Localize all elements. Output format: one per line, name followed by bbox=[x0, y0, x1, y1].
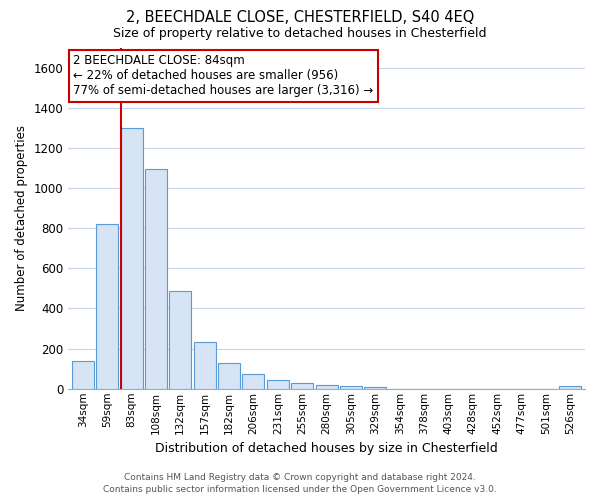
Bar bbox=[267, 380, 289, 389]
Bar bbox=[316, 385, 338, 389]
Bar bbox=[559, 386, 581, 389]
Text: 2, BEECHDALE CLOSE, CHESTERFIELD, S40 4EQ: 2, BEECHDALE CLOSE, CHESTERFIELD, S40 4E… bbox=[126, 10, 474, 25]
Y-axis label: Number of detached properties: Number of detached properties bbox=[15, 125, 28, 311]
Text: Size of property relative to detached houses in Chesterfield: Size of property relative to detached ho… bbox=[113, 28, 487, 40]
Bar bbox=[121, 128, 143, 389]
Bar bbox=[169, 292, 191, 389]
Bar bbox=[340, 386, 362, 389]
Text: Contains HM Land Registry data © Crown copyright and database right 2024.
Contai: Contains HM Land Registry data © Crown c… bbox=[103, 472, 497, 494]
Bar bbox=[218, 362, 240, 389]
Bar bbox=[72, 360, 94, 389]
Bar bbox=[291, 383, 313, 389]
Bar bbox=[145, 169, 167, 389]
Bar bbox=[194, 342, 215, 389]
X-axis label: Distribution of detached houses by size in Chesterfield: Distribution of detached houses by size … bbox=[155, 442, 498, 455]
Text: 2 BEECHDALE CLOSE: 84sqm
← 22% of detached houses are smaller (956)
77% of semi-: 2 BEECHDALE CLOSE: 84sqm ← 22% of detach… bbox=[73, 54, 374, 98]
Bar bbox=[242, 374, 265, 389]
Bar bbox=[96, 224, 118, 389]
Bar bbox=[364, 387, 386, 389]
